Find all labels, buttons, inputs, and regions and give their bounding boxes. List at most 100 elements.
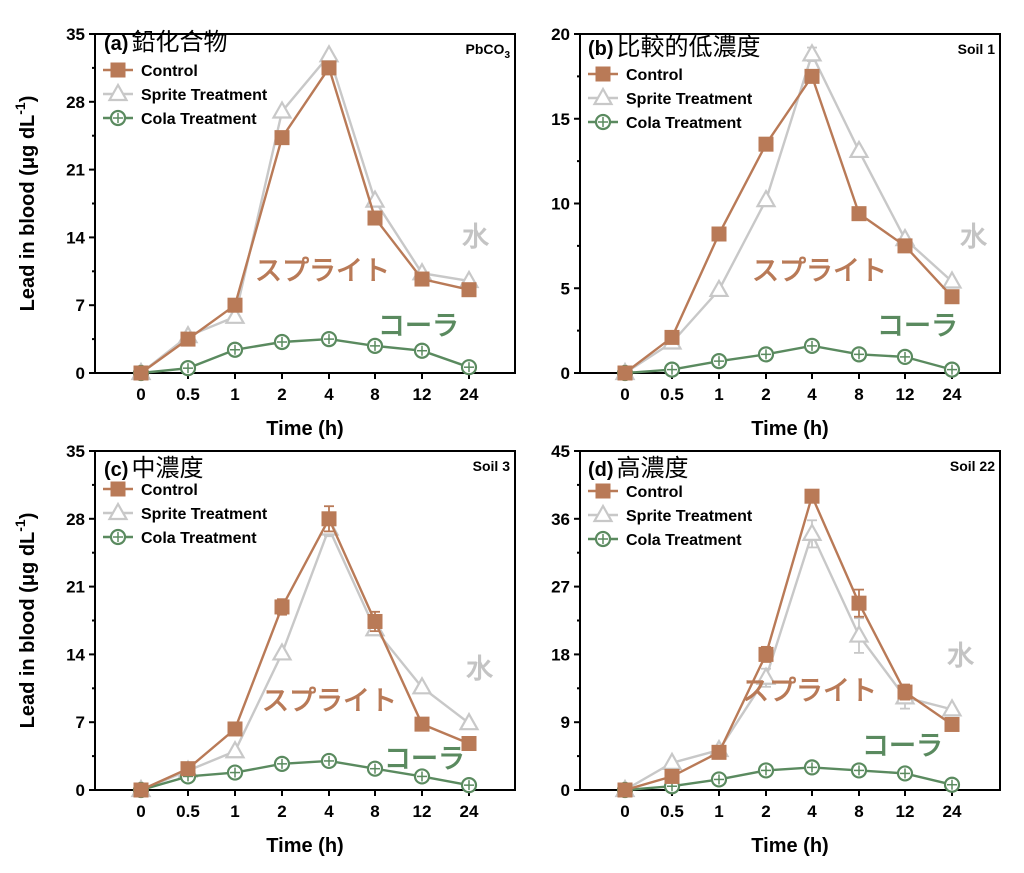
annotation-cola: コーラ <box>862 731 943 761</box>
series-line-control <box>624 492 953 792</box>
legend-marker-control <box>110 481 126 497</box>
x-tick-label: 2 <box>761 385 770 404</box>
y-tick-label: 0 <box>76 781 85 800</box>
plot-frame <box>94 450 516 791</box>
data-point-sprite <box>661 751 683 770</box>
y-tick-label: 35 <box>66 25 85 44</box>
legend-label-cola: Cola Treatment <box>141 111 257 128</box>
x-tick-label: 24 <box>943 802 962 821</box>
panel-tag: PbCO3 <box>466 41 511 61</box>
data-point-control <box>414 271 430 287</box>
y-tick-label: 5 <box>561 279 570 298</box>
legend-label-cola: Cola Treatment <box>141 530 257 547</box>
y-tick-label: 36 <box>551 510 570 529</box>
x-tick-label: 12 <box>896 802 915 821</box>
data-point-control <box>617 365 633 381</box>
data-point-sprite <box>224 740 246 759</box>
y-tick-label: 35 <box>66 442 85 461</box>
data-point-control <box>367 210 383 226</box>
legend-marker-sprite <box>107 501 129 521</box>
legend-label-control: Control <box>141 63 198 80</box>
annotation-cola: コーラ <box>378 311 459 341</box>
series-line-sprite <box>624 530 953 792</box>
y-tick-label: 45 <box>551 442 570 461</box>
x-tick-label: 8 <box>370 802 379 821</box>
data-point-control <box>944 289 960 305</box>
x-tick-label: 1 <box>230 385 239 404</box>
x-tick-label: 0 <box>136 385 145 404</box>
y-tick-label: 27 <box>551 578 570 597</box>
data-point-control <box>664 768 680 784</box>
x-axis-title: Time (h) <box>751 835 828 857</box>
x-tick-label: 1 <box>714 385 723 404</box>
data-point-control <box>180 761 196 777</box>
y-axis-title-sup: -1 <box>12 102 28 115</box>
data-point-control <box>851 206 867 222</box>
y-tick-label: 0 <box>561 781 570 800</box>
x-tick-label: 1 <box>230 802 239 821</box>
data-point-control <box>133 365 149 381</box>
data-point-sprite <box>458 711 480 731</box>
x-tick-label: 4 <box>324 802 334 821</box>
data-point-control <box>804 488 820 504</box>
panel-tag-sub: 3 <box>504 50 510 61</box>
y-tick-label: 28 <box>66 510 85 529</box>
panel-tag: Soil 22 <box>950 458 995 474</box>
legend-label-sprite: Sprite Treatment <box>141 506 268 523</box>
panel-tag-text: Soil 1 <box>958 41 996 57</box>
data-point-control <box>617 782 633 798</box>
series-line-control <box>624 73 953 374</box>
data-point-control <box>711 226 727 242</box>
y-tick-label: 15 <box>551 110 570 129</box>
data-point-control <box>274 130 290 146</box>
panel-letter: (d) <box>588 459 614 481</box>
x-tick-label: 4 <box>807 802 817 821</box>
x-tick-label: 0.5 <box>176 385 200 404</box>
panel-title-jp: 鉛化合物 <box>131 29 227 56</box>
data-point-control <box>897 238 913 254</box>
data-point-control <box>758 136 774 152</box>
legend-label-sprite: Sprite Treatment <box>141 87 268 104</box>
panel-tag-text: PbCO <box>466 41 505 57</box>
data-point-sprite <box>755 188 777 208</box>
data-point-control <box>711 744 727 760</box>
x-tick-label: 4 <box>807 385 817 404</box>
y-tick-label: 18 <box>551 645 570 664</box>
data-point-sprite <box>271 100 293 119</box>
data-point-control <box>664 329 680 345</box>
y-tick-label: 9 <box>561 713 570 732</box>
data-point-sprite <box>708 278 730 298</box>
legend-label-sprite: Sprite Treatment <box>626 91 753 108</box>
x-tick-label: 24 <box>943 385 962 404</box>
y-axis-title: Lead in blood (μg dL-1) <box>12 513 39 729</box>
x-tick-label: 1 <box>714 802 723 821</box>
x-tick-label: 0.5 <box>176 802 200 821</box>
series-line-sprite <box>624 51 953 375</box>
panel-title: (d) 高濃度 <box>588 455 689 482</box>
annotation-control: スプライト <box>752 256 887 286</box>
x-tick-label: 8 <box>854 385 863 404</box>
y-tick-label: 10 <box>551 195 570 214</box>
x-axis-title: Time (h) <box>751 418 828 440</box>
annotation-sprite: 水 <box>466 654 494 684</box>
series-line-control <box>140 65 470 374</box>
legend-label-control: Control <box>626 67 683 84</box>
series-line-sprite <box>140 525 470 792</box>
panel-tag-text: Soil 22 <box>950 458 995 474</box>
panel-tag: Soil 3 <box>473 458 511 474</box>
legend-label-control: Control <box>141 482 198 499</box>
data-point-control <box>274 599 290 615</box>
data-point-sprite <box>755 666 777 685</box>
legend-label-control: Control <box>626 484 683 501</box>
panel-title: (a) 鉛化合物 <box>104 29 227 56</box>
data-point-control <box>758 646 774 662</box>
panel-letter: (b) <box>588 38 614 60</box>
legend-label-cola: Cola Treatment <box>626 532 742 549</box>
y-axis-title: Lead in blood (μg dL-1) <box>12 96 39 312</box>
data-point-control <box>461 282 477 298</box>
data-point-control <box>414 716 430 732</box>
